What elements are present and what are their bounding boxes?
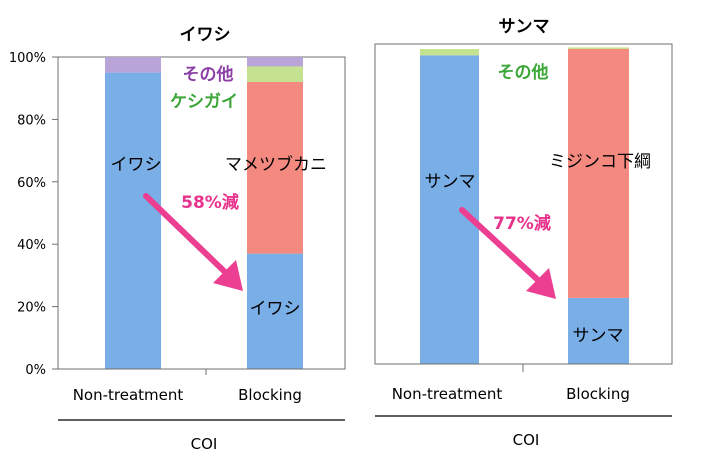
y-tick-label: 0% — [25, 363, 46, 378]
segment-label: サンマ — [425, 172, 476, 192]
x-axis-label: COI — [191, 435, 218, 453]
legend-label-other: その他 — [183, 64, 234, 85]
x-tick-label: Blocking — [566, 385, 630, 403]
bar-segment — [420, 55, 479, 365]
bar-segment — [568, 297, 629, 364]
segment-label: マメツブカニ — [225, 154, 327, 175]
bar-segment — [420, 49, 479, 56]
segment-labels-iwashi: イワシ マメツブカニ イワシ その他 ケシガイ 58%減 — [111, 64, 328, 319]
y-tick-label: 80% — [17, 113, 46, 128]
chart-title: サンマ — [499, 17, 550, 37]
bar-segment — [247, 82, 303, 254]
reduction-label: 77%減 — [493, 213, 551, 234]
x-axis-label: COI — [513, 431, 540, 449]
segment-labels-sanma: サンマ ミジンコ下綱 サンマ その他 77%減 — [425, 62, 652, 346]
chart-title: イワシ — [180, 25, 231, 45]
reduction-arrow — [459, 207, 556, 299]
reduction-arrow — [143, 193, 243, 291]
legend-label-keshigai: ケシガイ — [170, 92, 238, 112]
bar-segment — [568, 49, 629, 298]
panel-sanma: サンマ Non-treatment Blocking COI — [374, 17, 673, 449]
bar-segment — [568, 47, 629, 49]
segment-label: イワシ — [250, 299, 301, 319]
legend-label-other: その他 — [498, 62, 549, 83]
bar-segment — [105, 57, 161, 73]
y-tick-label: 100% — [9, 51, 46, 66]
reduction-label: 58%減 — [181, 192, 239, 213]
bar-segment — [105, 72, 161, 369]
x-tick-label: Non-treatment — [392, 385, 503, 403]
y-tick-label: 60% — [17, 176, 46, 191]
x-tick-label: Non-treatment — [73, 386, 184, 404]
x-tick-label: Blocking — [238, 386, 302, 404]
bar-segment — [247, 253, 303, 369]
segment-label: ミジンコ下綱 — [549, 152, 651, 172]
y-tick-label: 20% — [17, 301, 46, 316]
segment-label: サンマ — [573, 326, 624, 346]
y-tick-label: 40% — [17, 238, 46, 253]
bar-segment — [247, 66, 303, 82]
bar-segment — [247, 57, 303, 67]
panel-iwashi: イワシ 0% 20% 40% 60% 80% 100% Non-treatment Blo… — [9, 25, 346, 453]
segment-label: イワシ — [111, 155, 162, 175]
